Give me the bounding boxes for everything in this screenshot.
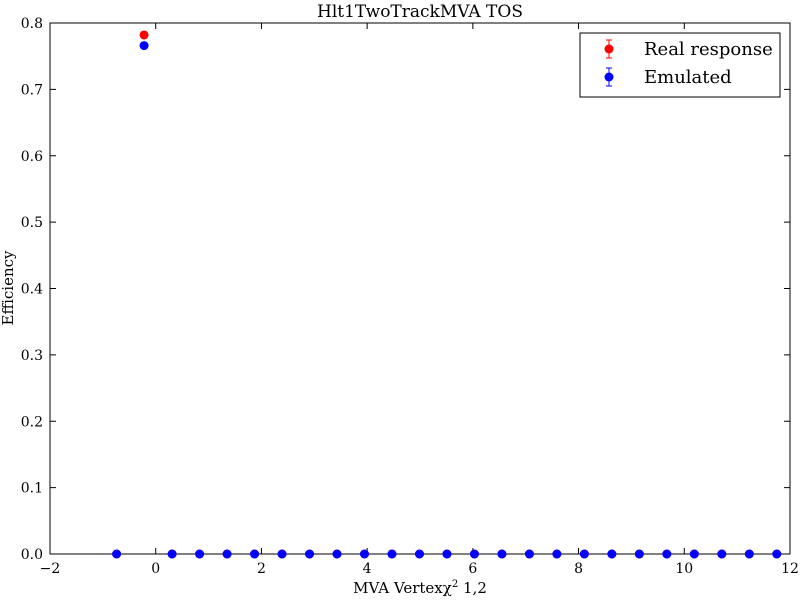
point-emulated (607, 549, 617, 559)
point-emulated (167, 549, 177, 559)
point-emulated (717, 549, 727, 559)
y-tick-label: 0.7 (21, 82, 43, 98)
y-tick-label: 0.6 (21, 149, 43, 165)
point-emulated (195, 549, 205, 559)
point-emulated (772, 549, 782, 559)
point-emulated (360, 549, 369, 559)
point-emulated (332, 549, 342, 559)
y-tick-label: 0.4 (21, 282, 43, 298)
y-tick-label: 0.3 (21, 348, 43, 364)
x-tick-label: 12 (781, 561, 799, 577)
x-tick-label: 8 (574, 561, 583, 577)
point-emulated (552, 549, 562, 559)
legend-label-real-response: Real response (644, 39, 773, 60)
x-tick-label: 4 (363, 561, 372, 577)
point-emulated (634, 549, 644, 559)
x-tick-label: 0 (151, 561, 160, 577)
legend-entry-emulated: Emulated (604, 67, 732, 88)
point-emulated (442, 549, 452, 559)
point-emulated (139, 41, 149, 51)
point-emulated (414, 549, 424, 559)
data-points (112, 30, 782, 559)
point-emulated (689, 549, 699, 559)
point-emulated (579, 549, 589, 559)
x-tick-label: 2 (257, 561, 266, 577)
y-tick-label: 0.1 (21, 481, 43, 497)
plot-area (49, 22, 791, 555)
legend: Real response Emulated (579, 32, 781, 98)
point-emulated (250, 549, 260, 559)
y-tick-label: 0.8 (21, 16, 43, 32)
x-tick-label: −2 (40, 561, 61, 577)
point-real-response (139, 30, 149, 40)
y-axis-label: Efficiency (0, 250, 17, 326)
x-tick-label: 10 (675, 561, 693, 577)
x-tick-label: 6 (468, 561, 477, 577)
point-emulated (744, 549, 754, 559)
x-axis-label: MVA Vertexχ2 1,2 (353, 579, 487, 597)
legend-marker-emulated (604, 72, 614, 82)
y-tick-label: 0.5 (21, 215, 43, 231)
point-emulated (112, 549, 122, 559)
legend-label-emulated: Emulated (644, 67, 732, 88)
point-emulated (277, 549, 287, 559)
chart-title: Hlt1TwoTrackMVA TOS (317, 2, 523, 22)
axis-ticks (49, 22, 791, 555)
point-emulated (497, 549, 507, 559)
point-emulated (469, 549, 479, 559)
point-emulated (305, 549, 315, 559)
point-emulated (524, 549, 534, 559)
legend-entry-real-response: Real response (604, 39, 773, 60)
axis-tick-labels: −2 0 2 4 6 8 10 12 0.0 0.1 0.2 0.3 0.4 0.5 0.6 0.7 0.8 (21, 16, 799, 577)
y-tick-label: 0.2 (21, 414, 43, 430)
legend-box (579, 32, 781, 98)
point-emulated (387, 549, 397, 559)
y-tick-label: 0.0 (21, 547, 43, 563)
point-emulated (662, 549, 672, 559)
point-emulated (222, 549, 232, 559)
legend-marker-real-response (604, 44, 614, 54)
